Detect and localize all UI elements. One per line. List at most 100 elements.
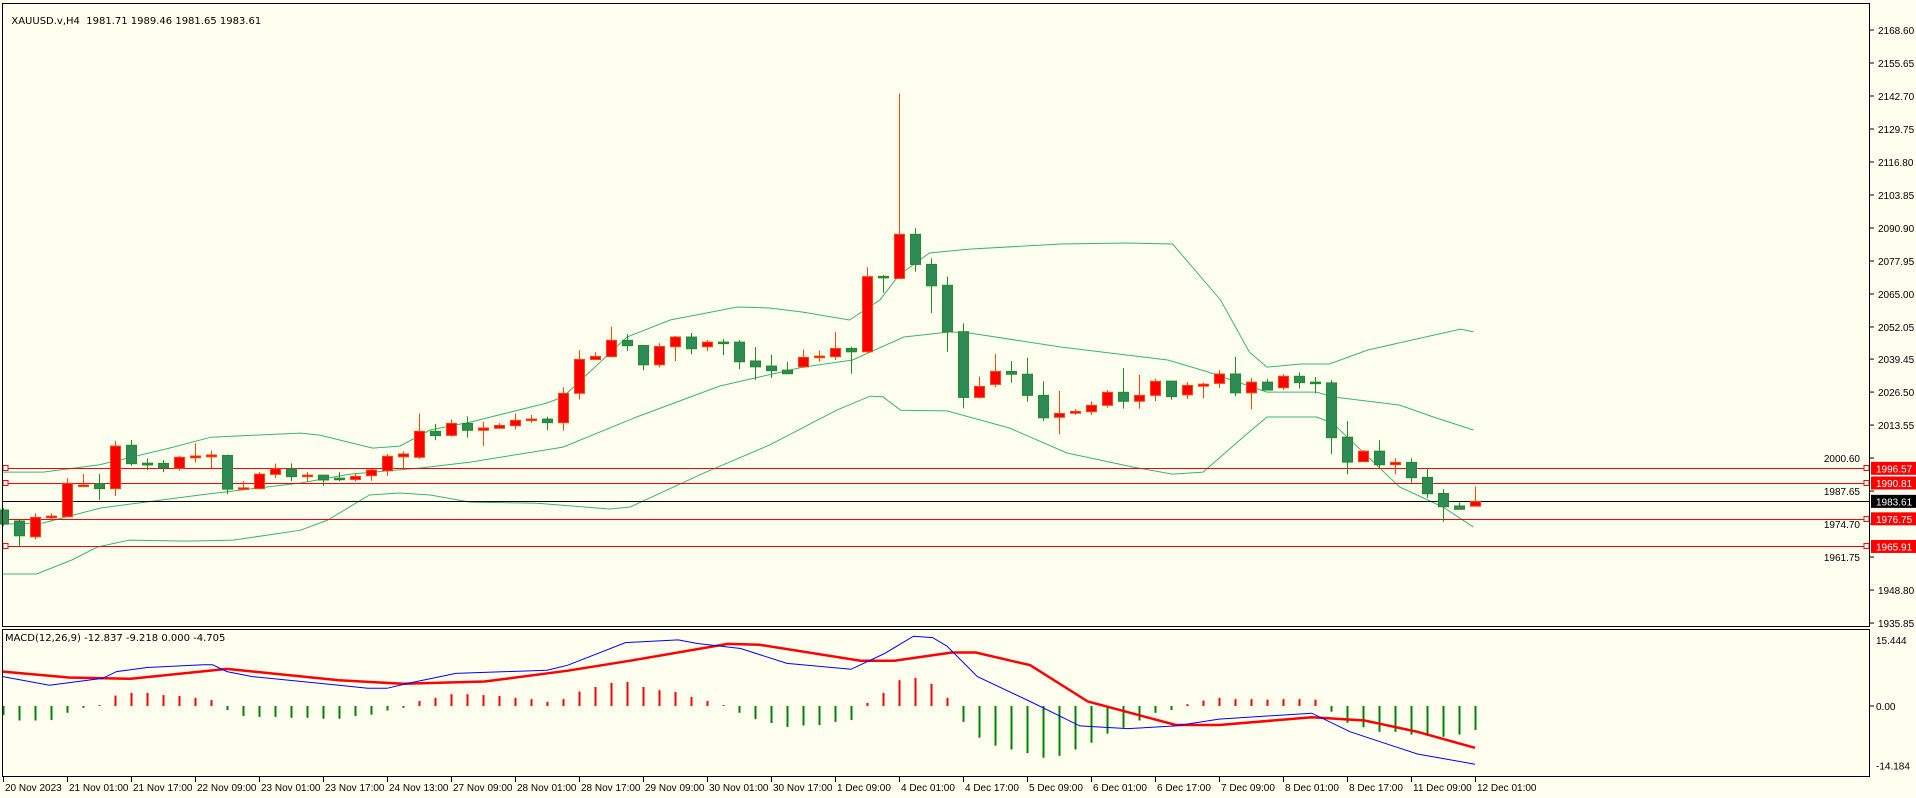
bull-candle xyxy=(382,453,393,476)
candle-body xyxy=(1214,373,1225,384)
time-tick-label: 1 Dec 09:00 xyxy=(837,783,891,794)
candle-body xyxy=(110,445,121,490)
candle-body xyxy=(670,336,681,348)
candle-body xyxy=(958,331,969,398)
bull-candle xyxy=(558,387,569,431)
candle-body xyxy=(1326,382,1337,439)
level-handle-left-icon[interactable] xyxy=(2,480,9,486)
level-handle-left-icon[interactable] xyxy=(2,543,9,549)
price-tick-label: 2077.95 xyxy=(1878,257,1915,268)
level-handle-left-icon[interactable] xyxy=(2,465,9,471)
time-tick-label: 29 Nov 09:00 xyxy=(645,783,705,794)
symbol-label: XAUUSD.v,H4 xyxy=(11,16,80,27)
price-tick-label: 2039.45 xyxy=(1878,355,1915,366)
price-tick-label: 2052.05 xyxy=(1878,323,1915,334)
bear-candle xyxy=(686,332,697,355)
bear-candle xyxy=(126,439,137,466)
candle-body xyxy=(542,418,553,424)
time-tick-label: 28 Nov 01:00 xyxy=(517,783,577,794)
candle-body xyxy=(1358,450,1369,463)
candle-body xyxy=(158,462,169,469)
price-tick-label: 2000.60 xyxy=(1824,454,1861,465)
bull-candle xyxy=(1134,374,1145,409)
candle-body xyxy=(1246,381,1257,394)
bull-candle xyxy=(1086,401,1097,416)
bear-candle xyxy=(750,346,761,380)
candle-body xyxy=(798,356,809,368)
bull-candle xyxy=(366,468,377,481)
bear-candle xyxy=(910,228,921,272)
bull-candle xyxy=(1214,370,1225,388)
bull-candle xyxy=(30,513,41,540)
candle-body xyxy=(398,453,409,458)
time-tick-label: 6 Dec 17:00 xyxy=(1157,783,1211,794)
candle-body xyxy=(350,475,361,480)
time-tick-label: 12 Dec 01:00 xyxy=(1477,783,1537,794)
bull-candle xyxy=(446,419,457,437)
price-tick-label: 1935.85 xyxy=(1878,619,1915,630)
macd-pane[interactable] xyxy=(2,635,1477,765)
bull-candle xyxy=(590,352,601,361)
time-tick-label: 4 Dec 01:00 xyxy=(901,783,955,794)
chart-header: XAUUSD.v,H4 1981.71 1989.46 1981.65 1983… xyxy=(5,5,261,27)
candle-body xyxy=(1310,381,1321,385)
time-tick-label: 20 Nov 2023 xyxy=(5,783,62,794)
time-tick-label: 4 Dec 17:00 xyxy=(965,783,1019,794)
macd-pane-border xyxy=(2,629,1870,777)
candle-body xyxy=(1054,412,1065,418)
candle-body xyxy=(462,422,473,431)
bull-candle xyxy=(862,267,873,353)
bear-candle xyxy=(1022,357,1033,402)
level-handle-right-icon[interactable] xyxy=(1863,480,1870,486)
level-handle-right-icon[interactable] xyxy=(1863,516,1870,522)
candle-body xyxy=(334,477,345,481)
candle-body xyxy=(382,455,393,472)
level-price-tag-background xyxy=(1871,539,1916,553)
candle-body xyxy=(142,462,153,466)
bear-candle xyxy=(766,354,777,379)
candle-body xyxy=(1006,370,1017,375)
candle-body xyxy=(0,509,9,525)
candle-body xyxy=(1470,500,1481,507)
bear-candle xyxy=(1038,381,1049,421)
bear-candle xyxy=(142,458,153,471)
candle-body xyxy=(1166,380,1177,398)
candle-body xyxy=(878,275,889,279)
bull-candle xyxy=(350,473,361,482)
bear-candle xyxy=(14,519,25,547)
candle-body xyxy=(638,344,649,366)
candle-body xyxy=(926,263,937,287)
candle-body xyxy=(846,348,857,353)
bear-candle xyxy=(734,339,745,370)
bear-candle xyxy=(1294,372,1305,389)
candle-body xyxy=(1454,505,1465,510)
bull-candle xyxy=(574,350,585,400)
bear-candle xyxy=(462,416,473,438)
candle-body xyxy=(1342,436,1353,463)
candle-body xyxy=(302,474,313,478)
bull-candle xyxy=(398,451,409,469)
level-handle-right-icon[interactable] xyxy=(1863,465,1870,471)
bear-candle xyxy=(1118,368,1129,409)
level-handle-right-icon[interactable] xyxy=(1863,543,1870,549)
candle-body xyxy=(862,276,873,353)
bull-candle xyxy=(302,472,313,482)
bear-candle xyxy=(1454,502,1465,510)
candle-body xyxy=(654,345,665,366)
candle-body xyxy=(1022,373,1033,396)
candle-body xyxy=(318,474,329,481)
bull-candle xyxy=(238,480,249,491)
candle-body xyxy=(1262,381,1273,391)
price-pane[interactable] xyxy=(0,93,1870,575)
candle-body xyxy=(366,469,377,477)
price-tick-label: 2116.80 xyxy=(1878,158,1914,169)
bull-candle xyxy=(990,354,1001,388)
time-tick-label: 21 Nov 01:00 xyxy=(69,783,129,794)
price-tick-label: 2013.55 xyxy=(1878,421,1915,432)
candle-body xyxy=(430,430,441,437)
bull-candle xyxy=(270,463,281,478)
bull-candle xyxy=(174,455,185,471)
candle-body xyxy=(510,419,521,427)
bollinger-middle-band xyxy=(2,331,1474,525)
